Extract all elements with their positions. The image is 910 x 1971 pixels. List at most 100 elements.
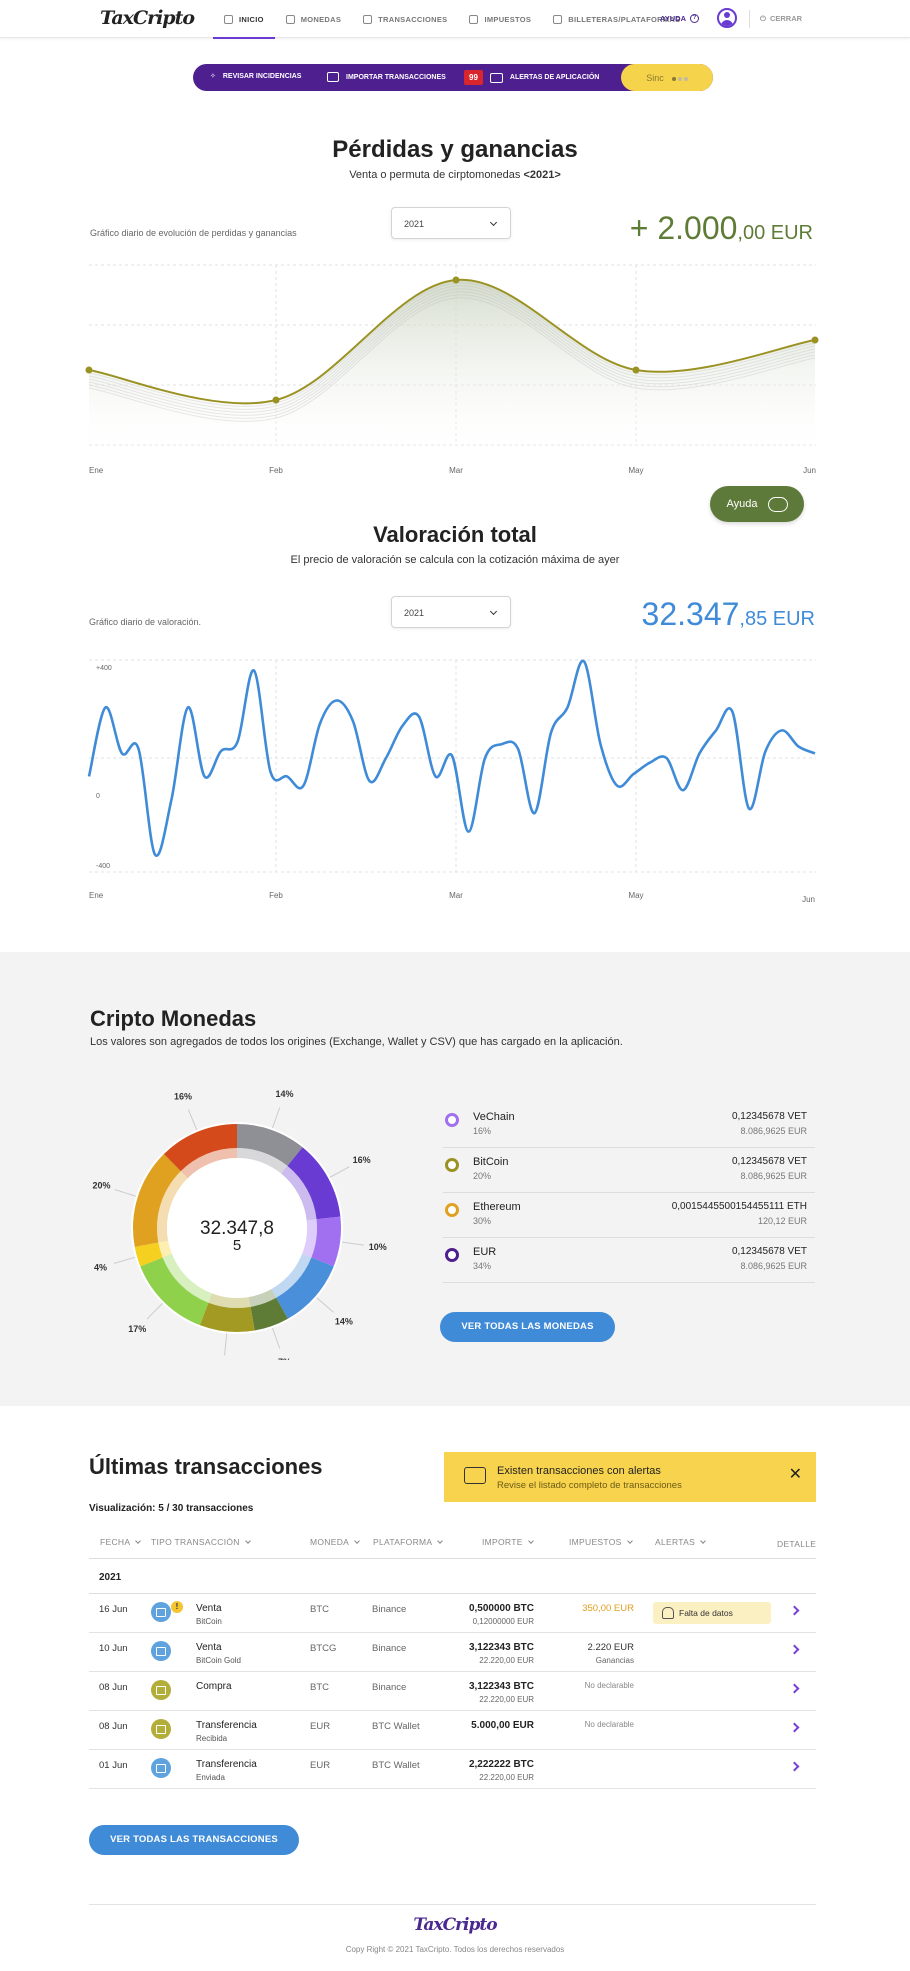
pg-area-chart: Ene Feb Mar May Jun bbox=[85, 264, 819, 475]
help-chat-button[interactable]: Ayuda bbox=[710, 486, 804, 522]
transaction-type-icon bbox=[151, 1758, 171, 1778]
magic-wand-icon: ✧ bbox=[210, 73, 216, 80]
coin-row[interactable]: BitCoin 20% 0,12345678 VET 8.086,9625 EUR bbox=[443, 1148, 815, 1193]
logo[interactable]: TaxCripto bbox=[100, 7, 195, 29]
pg-data-point bbox=[85, 366, 93, 374]
pg-shadow-line bbox=[88, 297, 816, 422]
row-amount-eur: 22.220,00 EUR bbox=[479, 1695, 534, 1704]
alert-message-icon bbox=[464, 1467, 486, 1484]
coin-row[interactable]: Ethereum 30% 0,0015445500154455111 ETH 120,… bbox=[443, 1193, 815, 1238]
row-coin: BTC bbox=[310, 1682, 329, 1693]
coin-amount: 0,0015445500154455111 ETH bbox=[671, 1201, 807, 1212]
row-alert-chip[interactable]: Falta de datos bbox=[653, 1602, 771, 1624]
table-row[interactable]: 01 Jun Transferencia Enviada EUR BTC Wallet 2… bbox=[89, 1750, 816, 1789]
th-alertas[interactable]: ALERTAS bbox=[655, 1537, 706, 1547]
pg-x-tick-label: May bbox=[628, 466, 643, 475]
pg-area-fill bbox=[89, 279, 815, 445]
donut-leader-line bbox=[146, 1303, 163, 1320]
pg-x-tick-label: Jun bbox=[803, 466, 816, 475]
th-impuestos[interactable]: IMPUESTOS bbox=[569, 1537, 633, 1547]
coin-name: Ethereum bbox=[473, 1201, 521, 1213]
app-alerts-button[interactable]: 99 ALERTAS DE APLICACIÓN bbox=[464, 70, 599, 85]
coin-row[interactable]: EUR 34% 0,12345678 VET 8.086,9625 EUR bbox=[443, 1238, 815, 1283]
donut-center-value-dec: 5 bbox=[233, 1237, 241, 1254]
pg-x-tick-label: Mar bbox=[449, 466, 463, 475]
th-moneda[interactable]: MONEDA bbox=[310, 1537, 360, 1547]
nav-billeteras[interactable]: BILLETERAS/PLATAFORMAS bbox=[542, 0, 691, 38]
val-x-tick-label: Feb bbox=[269, 891, 283, 900]
donut-pct-label: 10% bbox=[369, 1242, 387, 1252]
chevron-down-icon bbox=[437, 1538, 444, 1544]
nav-inicio[interactable]: INICIO bbox=[213, 0, 275, 39]
coin-eur-value: 120,12 EUR bbox=[757, 1216, 807, 1226]
row-platform: BTC Wallet bbox=[372, 1721, 420, 1732]
coin-pct: 16% bbox=[473, 1126, 492, 1136]
row-coin: BTCG bbox=[310, 1643, 337, 1654]
table-row[interactable]: 16 Jun! Venta BitCoin BTC Binance 0,500000 BT… bbox=[89, 1594, 816, 1633]
wallet-icon bbox=[553, 14, 563, 24]
nav-transacciones[interactable]: TRANSACCIONES bbox=[352, 0, 458, 38]
logout-link[interactable]: ⏻ CERRAR bbox=[760, 14, 802, 24]
donut-slice bbox=[134, 1242, 163, 1267]
chevron-right-icon[interactable] bbox=[789, 1605, 800, 1616]
pg-year-select[interactable]: 2021 bbox=[391, 207, 511, 239]
coin-amount: 0,12345678 VET bbox=[731, 1246, 807, 1257]
chevron-right-icon[interactable] bbox=[789, 1761, 800, 1772]
donut-leader-line bbox=[271, 1107, 281, 1129]
th-tipo-label: TIPO TRANSACCIÓN bbox=[151, 1537, 240, 1547]
chat-icon bbox=[489, 72, 503, 83]
th-plataforma[interactable]: PLATAFORMA bbox=[373, 1537, 444, 1547]
chevron-right-icon[interactable] bbox=[789, 1722, 800, 1733]
row-platform: Binance bbox=[372, 1643, 407, 1654]
donut-inner-slice bbox=[158, 1240, 172, 1258]
th-tipo[interactable]: TIPO TRANSACCIÓN bbox=[151, 1537, 251, 1547]
val-total-dec: ,85 EUR bbox=[739, 608, 815, 630]
donut-inner-slice bbox=[162, 1253, 212, 1303]
table-row[interactable]: 10 Jun Venta BitCoin Gold BTCG Binance 3,1223… bbox=[89, 1633, 816, 1672]
help-link[interactable]: AYUDA? bbox=[660, 14, 699, 23]
th-alertas-label: ALERTAS bbox=[655, 1537, 696, 1547]
chevron-right-icon[interactable] bbox=[789, 1644, 800, 1655]
view-all-coins-button[interactable]: VER TODAS LAS MONEDAS bbox=[440, 1312, 615, 1342]
footer-logo[interactable]: TaxCripto bbox=[413, 1915, 497, 1935]
val-year-select[interactable]: 2021 bbox=[391, 596, 511, 628]
row-type-sub: Recibida bbox=[196, 1734, 228, 1743]
pg-data-point bbox=[811, 336, 819, 344]
row-platform: Binance bbox=[372, 1604, 407, 1615]
table-row[interactable]: 08 Jun Transferencia Recibida EUR BTC Wallet… bbox=[89, 1711, 816, 1750]
view-all-transactions-button[interactable]: VER TODAS LAS TRANSACCIONES bbox=[89, 1825, 299, 1855]
donut-inner-slice bbox=[281, 1165, 317, 1221]
val-y-tick-label: -400 bbox=[96, 863, 110, 870]
nav-impuestos[interactable]: IMPUESTOS bbox=[458, 0, 542, 38]
coin-row[interactable]: VeChain 16% 0,12345678 VET 8.086,9625 EUR bbox=[443, 1103, 815, 1148]
th-importe-label: IMPORTE bbox=[482, 1537, 523, 1547]
row-amount: 3,122343 BTC bbox=[468, 1681, 534, 1692]
visualization-count: Visualización: 5 / 30 transacciones bbox=[89, 1503, 254, 1514]
coin-pct: 30% bbox=[473, 1216, 492, 1226]
donut-inner-slice bbox=[237, 1148, 288, 1174]
chat-bubble-icon bbox=[767, 496, 788, 512]
donut-center-value: 32.347,8 bbox=[200, 1218, 274, 1239]
th-importe[interactable]: IMPORTE bbox=[482, 1537, 534, 1547]
chevron-right-icon[interactable] bbox=[789, 1683, 800, 1694]
table-row[interactable]: 08 Jun Compra BTC Binance 3,122343 BTC 22.220… bbox=[89, 1672, 816, 1711]
nav-monedas[interactable]: MONEDAS bbox=[275, 0, 352, 38]
sync-progress-dots bbox=[670, 73, 688, 83]
th-fecha[interactable]: FECHA bbox=[100, 1537, 142, 1547]
import-transactions-button[interactable]: IMPORTAR TRANSACCIONES bbox=[327, 72, 446, 82]
review-incidents-button[interactable]: ✧ REVISAR INCIDENCIAS bbox=[210, 72, 301, 81]
row-tax: No declarable bbox=[584, 1720, 634, 1729]
val-series-line bbox=[87, 659, 816, 858]
footer-copyright: Copy Right © 2021 TaxCripto. Todos los d… bbox=[345, 1945, 565, 1954]
donut-pct-label: 7% bbox=[278, 1357, 291, 1360]
row-tax: 350,00 EUR bbox=[582, 1603, 634, 1614]
transaction-type-icon bbox=[151, 1602, 171, 1622]
donut-leader-line bbox=[187, 1109, 198, 1131]
user-avatar[interactable] bbox=[717, 8, 737, 28]
coin-color-dot bbox=[445, 1158, 459, 1172]
sync-button[interactable]: Sinc bbox=[621, 64, 713, 91]
action-bar: ✧ REVISAR INCIDENCIAS IMPORTAR TRANSACCIO… bbox=[193, 64, 713, 91]
donut-pct-label: 16% bbox=[353, 1155, 371, 1165]
donut-slice bbox=[133, 1154, 181, 1247]
close-icon[interactable]: ✕ bbox=[788, 1466, 802, 1483]
